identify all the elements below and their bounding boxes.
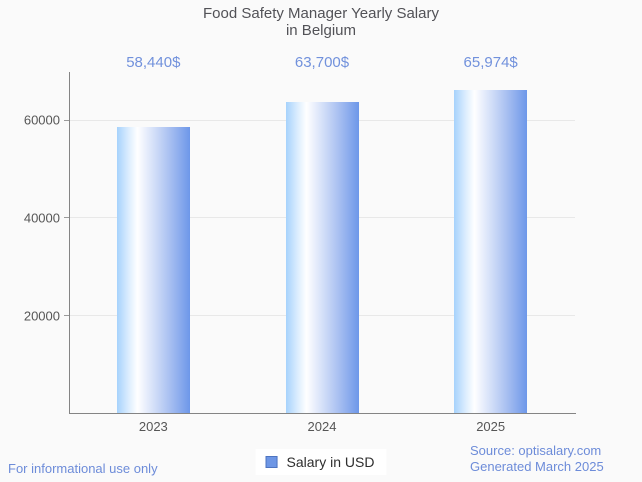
chart-title-line2: in Belgium: [285, 22, 357, 39]
y-axis-tick: [64, 119, 69, 121]
y-axis-tick: [64, 315, 69, 317]
y-tick-label: 20000: [23, 308, 60, 324]
chart-title-line1: Food Safety Manager Yearly Salary: [203, 5, 439, 22]
bar[interactable]: [454, 90, 528, 413]
chart-title: Food Safety Manager Yearly Salary in Bel…: [0, 5, 642, 39]
x-tick-label: 2024: [307, 419, 337, 434]
bar-value-label: 58,440$: [126, 54, 181, 71]
legend-label: Salary in USD: [286, 454, 375, 470]
y-axis-tick: [64, 217, 69, 219]
disclaimer-text: For informational use only: [8, 461, 158, 476]
x-axis-line: [69, 413, 576, 414]
bar[interactable]: [116, 127, 190, 413]
generated-text: Generated March 2025: [470, 459, 604, 474]
bar-value-label: 65,974$: [463, 54, 518, 71]
source-text: Source: optisalary.com: [470, 443, 602, 458]
bar[interactable]: [285, 101, 359, 413]
y-tick-label: 60000: [23, 112, 60, 128]
y-axis-line: [69, 72, 70, 414]
source-block: Source: optisalary.com Generated March 2…: [470, 443, 604, 475]
x-tick-label: 2025: [476, 419, 506, 434]
y-tick-label: 40000: [23, 210, 60, 226]
bar-value-label: 63,700$: [294, 54, 350, 71]
legend: Salary in USD: [255, 449, 387, 475]
legend-marker-icon: [265, 456, 278, 468]
x-tick-label: 2023: [138, 419, 168, 434]
